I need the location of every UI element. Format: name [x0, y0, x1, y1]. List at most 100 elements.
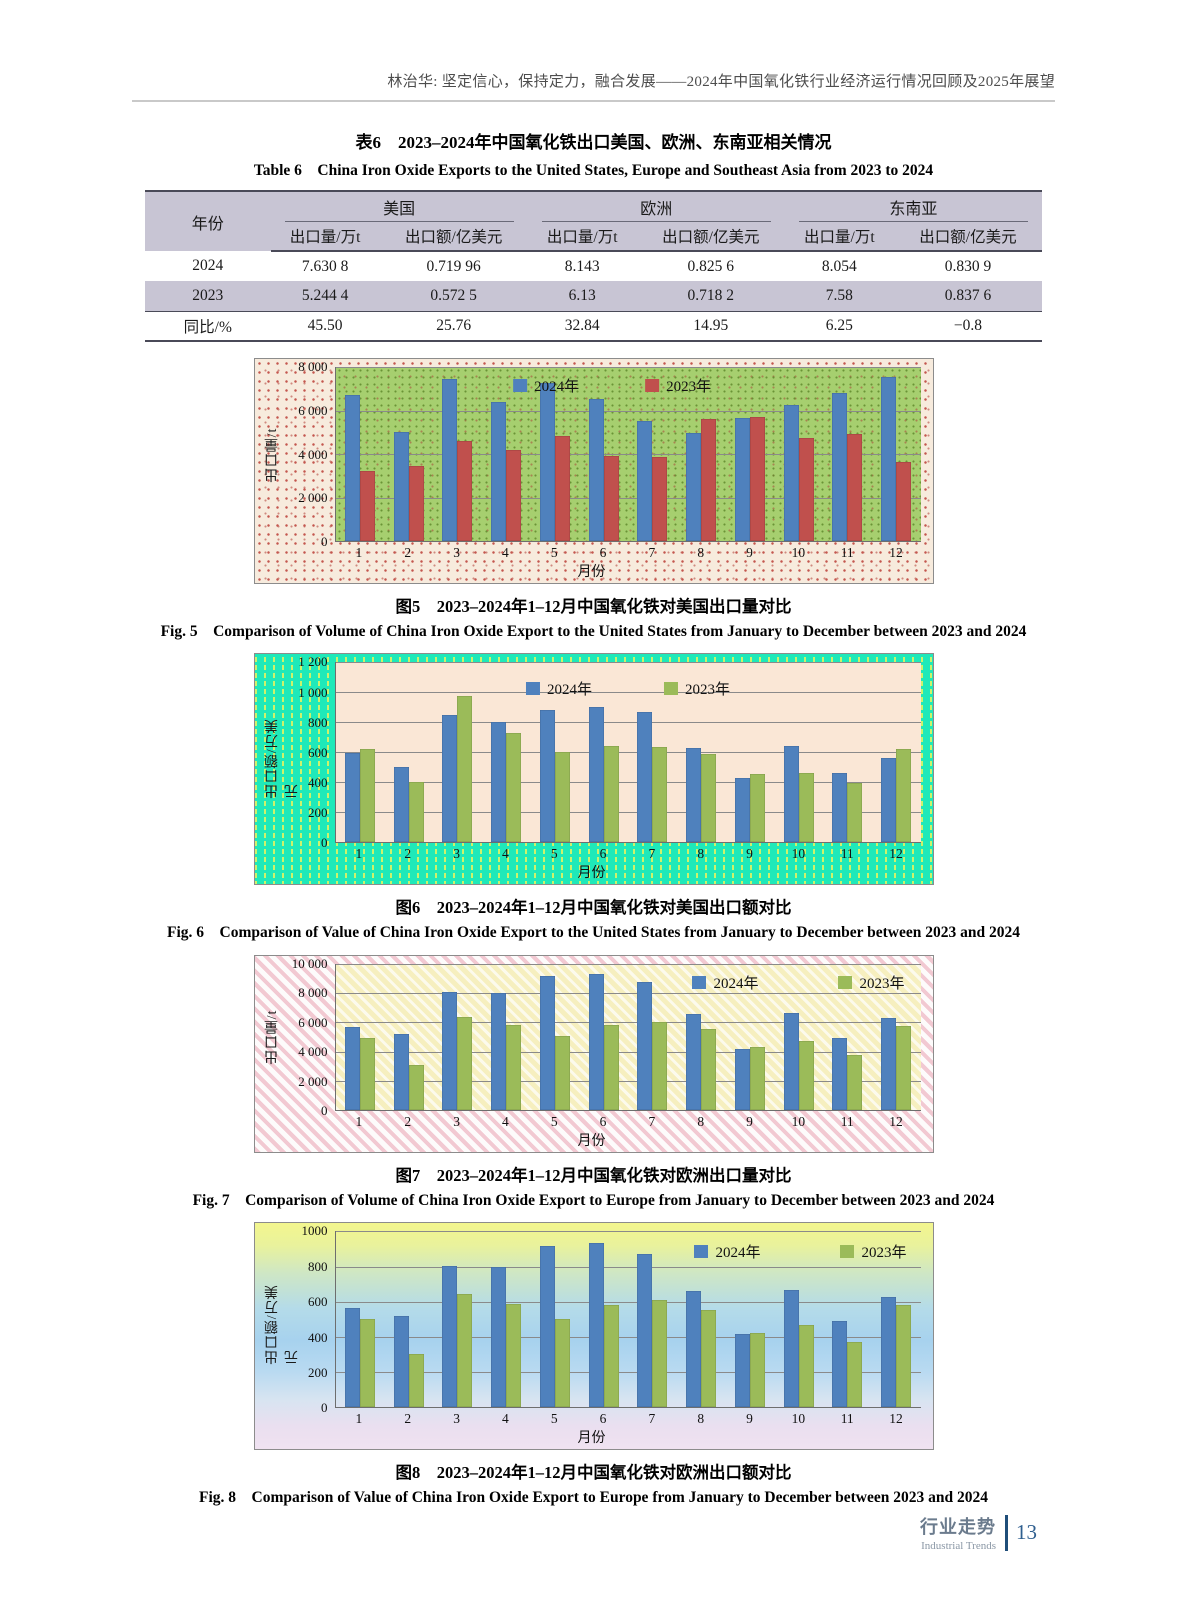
figure-7-caption-en: Fig. 7 Comparison of Volume of China Iro…: [192, 1191, 995, 1209]
bar-2024年-month-1: [344, 1026, 360, 1110]
legend-item-2024年: 2024年: [694, 1241, 760, 1262]
table-subheader-value: 出口额/亿美元: [636, 222, 785, 252]
y-tick-label: 0: [321, 1400, 328, 1416]
bar-group-month-1: [336, 662, 385, 843]
x-tick-label: 6: [599, 1411, 607, 1427]
gridline: [335, 410, 921, 412]
plot-area: 2024年 2023年: [334, 1231, 921, 1409]
legend: 2024年 2023年: [694, 1241, 907, 1262]
bar-2023年-month-4: [506, 449, 522, 541]
bar-2024年-month-8: [686, 1291, 702, 1408]
figure-6-block: 出口额/万美元 0 200 400 600 800 1 000 1 200 2024年 202…: [0, 653, 1187, 944]
legend-item-2023年: 2023年: [838, 972, 905, 993]
y-tick-label: 600: [308, 1294, 328, 1310]
bar-group-month-10: [774, 1231, 823, 1408]
x-tick-label: 12: [889, 846, 903, 862]
x-tick-label: 2: [404, 846, 412, 862]
y-tick-label: 1 200: [298, 654, 328, 670]
bar-2023年-month-6: [603, 456, 619, 541]
bar-2024年-month-5: [539, 1245, 555, 1408]
bar-2023年-month-11: [847, 1055, 863, 1110]
figure-8-caption-en: Fig. 8 Comparison of Value of China Iron…: [199, 1489, 988, 1507]
bar-group-month-8: [677, 1231, 726, 1408]
y-tick-label: 200: [308, 1365, 328, 1380]
bar-group-month-1: [336, 367, 385, 541]
table-cell: 0.719 96: [426, 257, 481, 275]
bar-2024年-month-9: [734, 1048, 750, 1110]
gridline: [335, 1301, 921, 1303]
y-tick-label: 0: [321, 835, 328, 851]
bar-group-month-1: [336, 964, 385, 1110]
bar-2024年-month-11: [832, 1321, 848, 1408]
table-title-zh: 表6 2023–2024年中国氧化铁出口美国、欧洲、东南亚相关情况: [355, 133, 832, 152]
bar-group-month-3: [433, 964, 482, 1110]
y-axis-label: 出口额/万美元: [264, 718, 300, 799]
table-subheader-volume: 出口量/万t: [527, 222, 637, 252]
x-tick-label: 11: [840, 846, 854, 862]
bar-2024年-month-12: [881, 376, 897, 541]
legend-label: 2024年: [715, 1245, 761, 1262]
bar-2023年-month-12: [896, 1026, 912, 1110]
bar-2024年-month-10: [783, 745, 799, 843]
y-tick-label: 10 000: [291, 955, 328, 971]
legend-item-2024年: 2024年: [525, 678, 592, 699]
table-cell: 0.830 9: [944, 257, 992, 275]
y-tick-label: 4 000: [298, 446, 328, 462]
y-axis-label: 出口量/t: [264, 1010, 280, 1065]
legend-swatch-icon: [838, 975, 853, 989]
bar-2024年-month-12: [881, 1296, 897, 1408]
legend-label: 2023年: [859, 975, 905, 992]
x-tick-label: 5: [550, 1113, 558, 1129]
legend-label: 2023年: [666, 379, 712, 395]
bar-2023年-month-6: [603, 1305, 619, 1408]
bar-2023年-month-1: [359, 1319, 375, 1408]
table-cell: 7.630 8: [301, 257, 349, 275]
legend-swatch-icon: [525, 682, 540, 696]
bar-group-month-12: [872, 964, 921, 1110]
bar-2023年-month-8: [701, 1309, 717, 1408]
bar-group-month-7: [628, 662, 677, 843]
bar-2023年-month-3: [457, 1293, 473, 1408]
plot-area: 2024年 2023年: [334, 367, 921, 542]
header-rule: [132, 100, 1055, 102]
bar-group-month-3: [433, 662, 482, 843]
page-footer: 行业走势 Industrial Trends 13: [0, 1513, 1187, 1600]
y-tick-label: 1 000: [298, 684, 328, 700]
bar-2023年-month-7: [652, 457, 668, 541]
bar-2024年-month-12: [881, 1017, 897, 1110]
table-cell: 6.25: [825, 316, 853, 334]
bar-group-month-6: [579, 964, 628, 1110]
bar-2023年-month-1: [359, 1037, 375, 1110]
legend: 2024年 2023年: [513, 375, 711, 396]
table-cell: 45.50: [307, 316, 343, 334]
y-tick-label: 400: [308, 1329, 328, 1345]
bar-group-month-7: [628, 964, 677, 1110]
y-tick-label: 6 000: [298, 402, 328, 418]
figure-6-caption-zh: 图6 2023–2024年1–12月中国氧化铁对美国出口额对比: [395, 898, 792, 918]
bar-group-month-9: [726, 367, 775, 541]
y-tick-label: 2 000: [298, 1073, 328, 1089]
bar-group-month-8: [677, 367, 726, 541]
y-tick-label: 200: [308, 805, 328, 821]
plot-area: 2024年 2023年: [334, 963, 921, 1111]
table-cell: 8.143: [564, 257, 600, 275]
bar-2024年-month-5: [539, 383, 555, 541]
bar-group-month-9: [726, 1231, 775, 1408]
bars: [336, 1231, 921, 1408]
bar-2023年-month-2: [408, 781, 424, 843]
x-tick-label: 9: [746, 846, 753, 862]
bar-2023年-month-2: [408, 465, 424, 541]
bar-2024年-month-1: [344, 395, 360, 541]
bar-2023年-month-1: [359, 748, 375, 843]
bar-2023年-month-3: [457, 1016, 473, 1110]
x-tick-label: 3: [453, 1411, 460, 1427]
page-header: 林治华: 坚定信心，保持定力，融合发展——2024年中国氧化铁行业经济运行情况回…: [0, 0, 1187, 102]
bar-2024年-month-5: [539, 710, 555, 843]
x-tick-label: 11: [840, 1411, 854, 1427]
x-tick-label: 2: [404, 1113, 412, 1129]
bar-2024年-month-2: [393, 1315, 409, 1408]
x-tick-label: 7: [648, 846, 656, 862]
bar-2024年-month-1: [344, 1307, 360, 1408]
